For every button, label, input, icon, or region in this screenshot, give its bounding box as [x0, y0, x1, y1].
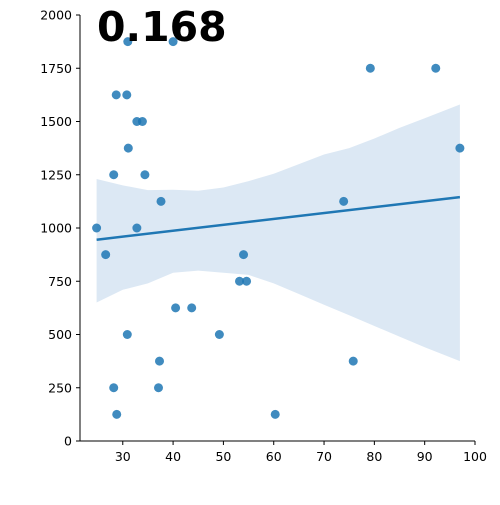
data-point: [155, 356, 165, 366]
y-tick-label: 750: [48, 274, 72, 289]
data-point: [153, 383, 163, 393]
data-point: [431, 63, 441, 73]
data-point: [365, 63, 375, 73]
data-point: [214, 330, 224, 339]
y-tick-label: 1750: [40, 61, 72, 76]
data-point: [122, 90, 132, 100]
y-tick-label: 2000: [40, 8, 72, 23]
data-point: [187, 303, 197, 313]
x-tick-label: 80: [366, 449, 382, 464]
x-tick-label: 30: [115, 449, 131, 464]
data-point: [168, 37, 178, 47]
x-tick-label: 90: [417, 449, 433, 464]
data-point: [348, 356, 358, 366]
data-point: [242, 276, 252, 286]
data-point: [339, 196, 349, 206]
data-point: [270, 409, 280, 419]
data-point: [101, 250, 111, 260]
data-point: [137, 117, 147, 126]
y-tick-label: 500: [48, 327, 72, 342]
confidence-band-layer: [96, 104, 460, 362]
data-point: [455, 143, 465, 153]
y-tick-label: 1250: [40, 167, 72, 182]
data-point: [111, 90, 121, 100]
data-point: [239, 250, 249, 260]
x-tick-label: 40: [165, 449, 181, 464]
regression-line-layer: [96, 195, 461, 241]
data-point: [123, 37, 133, 47]
axes-layer: 30 40 50 60 70 80 90 10002505007501000125015001…: [40, 8, 487, 465]
x-tick-label: 100: [463, 449, 487, 464]
data-point: [123, 143, 133, 153]
x-tick-label: 70: [316, 449, 332, 464]
data-point: [156, 196, 166, 206]
data-points-layer: [92, 37, 465, 419]
data-point: [140, 170, 150, 180]
annotation-value: 0.168: [97, 3, 227, 51]
y-tick-label: 0: [64, 434, 72, 449]
x-tick-label: 60: [266, 449, 282, 464]
y-tick-label: 250: [48, 380, 72, 395]
data-point: [109, 170, 119, 180]
data-point: [109, 383, 119, 393]
x-tick-label: 50: [215, 449, 231, 464]
data-point: [235, 276, 245, 286]
regression-line: [96, 195, 461, 241]
data-point: [132, 223, 142, 233]
data-point: [171, 303, 181, 313]
data-point: [122, 330, 132, 339]
data-point: [112, 409, 122, 419]
confidence-band: [96, 104, 460, 362]
y-tick-label: 1500: [40, 114, 72, 129]
y-tick-label: 1000: [40, 221, 72, 236]
data-point: [92, 223, 102, 233]
